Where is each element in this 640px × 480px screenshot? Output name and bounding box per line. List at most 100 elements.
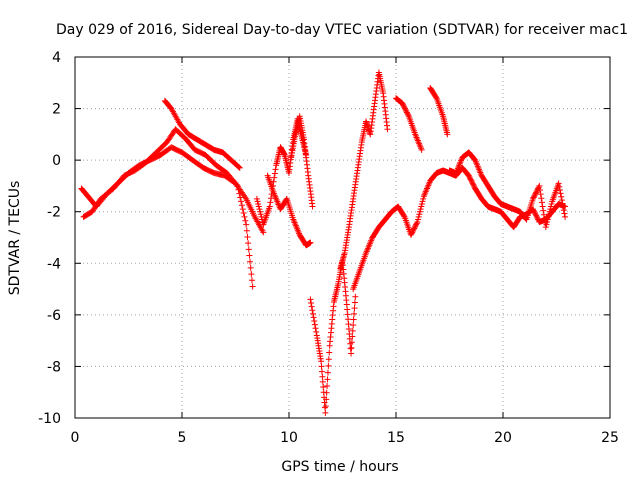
data-point (384, 126, 391, 133)
data-point (326, 349, 333, 356)
x-tick-label: 25 (601, 430, 619, 446)
data-point (236, 164, 243, 171)
data-point (419, 198, 426, 205)
data-point (412, 222, 419, 229)
data-point (247, 264, 254, 271)
y-tick-label: -10 (38, 411, 61, 427)
data-point (310, 314, 317, 321)
data-point (308, 303, 315, 310)
data-point (545, 213, 552, 220)
data-point (348, 350, 355, 357)
series-track-j (393, 95, 425, 153)
data-point (522, 215, 529, 222)
data-point (410, 226, 417, 233)
data-point (546, 208, 553, 215)
data-point (467, 176, 474, 183)
data-point (271, 174, 278, 181)
data-point (531, 210, 538, 217)
y-tick-label: -8 (47, 359, 61, 375)
data-point (258, 213, 265, 220)
data-point (256, 206, 263, 213)
data-point (244, 233, 251, 240)
data-point (260, 229, 267, 236)
data-point (248, 277, 255, 284)
data-point (536, 182, 543, 189)
data-point (544, 216, 551, 223)
data-point (402, 106, 409, 113)
data-point (267, 199, 274, 206)
series-track-c (161, 97, 243, 171)
data-point (541, 215, 548, 222)
data-point (411, 224, 418, 231)
data-point (350, 322, 357, 329)
data-point (470, 181, 477, 188)
data-point (556, 187, 563, 194)
data-point (255, 200, 262, 207)
data-point (413, 221, 420, 228)
data-point (538, 199, 545, 206)
y-axis-label: SDTVAR / TECUs (7, 181, 23, 296)
data-point (540, 207, 547, 214)
data-point (351, 305, 358, 312)
data-point (309, 203, 316, 210)
data-point (416, 208, 423, 215)
data-point (237, 194, 244, 201)
data-point (236, 190, 243, 197)
chart-title: Day 029 of 2016, Sidereal Day-to-day VTE… (56, 22, 628, 38)
data-point (542, 224, 549, 231)
x-tick-label: 0 (71, 430, 80, 446)
data-point (235, 164, 242, 171)
data-point (558, 197, 565, 204)
y-tick-label: -6 (47, 308, 61, 324)
data-point (272, 166, 279, 173)
grid-lines (75, 57, 610, 418)
data-point (318, 363, 325, 370)
data-point (403, 109, 410, 116)
data-point (530, 207, 537, 214)
data-point (243, 221, 250, 228)
data-point (467, 175, 474, 182)
data-point (547, 203, 554, 210)
x-tick-label: 10 (280, 430, 298, 446)
data-point (444, 131, 451, 138)
data-point (411, 225, 418, 232)
data-point (417, 206, 424, 213)
series-track-i (350, 164, 569, 293)
data-point (401, 105, 408, 112)
data-point (348, 344, 355, 351)
data-point (405, 112, 412, 119)
data-point (324, 376, 331, 383)
series-track-e (264, 172, 314, 249)
data-point (530, 194, 537, 201)
data-point (255, 203, 262, 210)
data-point (537, 191, 544, 198)
data-point (560, 207, 567, 214)
data-point (308, 299, 315, 306)
data-point (319, 378, 326, 385)
data-point (249, 283, 256, 290)
data-point (351, 310, 358, 317)
data-point (247, 258, 254, 265)
data-point (537, 187, 544, 194)
data-point (409, 228, 416, 235)
data-point (540, 211, 547, 218)
data-point (561, 210, 568, 217)
series-track-l (446, 149, 569, 231)
axis-ticks: 0 5 10 15 20 25 -10 -8 -6 -4 -2 0 2 4 (38, 50, 619, 446)
y-tick-label: -4 (47, 256, 61, 272)
plot-border (74, 56, 611, 419)
data-point (242, 217, 249, 224)
data-point (323, 396, 330, 403)
data-point (235, 186, 242, 193)
data-point (531, 191, 538, 198)
data-point (532, 190, 539, 197)
data-point (466, 173, 473, 180)
y-tick-label: 2 (52, 102, 61, 118)
data-point (418, 146, 425, 153)
data-point (324, 369, 331, 376)
data-point (532, 211, 539, 218)
data-point (248, 271, 255, 278)
data-point (548, 200, 555, 207)
data-point (418, 200, 425, 207)
